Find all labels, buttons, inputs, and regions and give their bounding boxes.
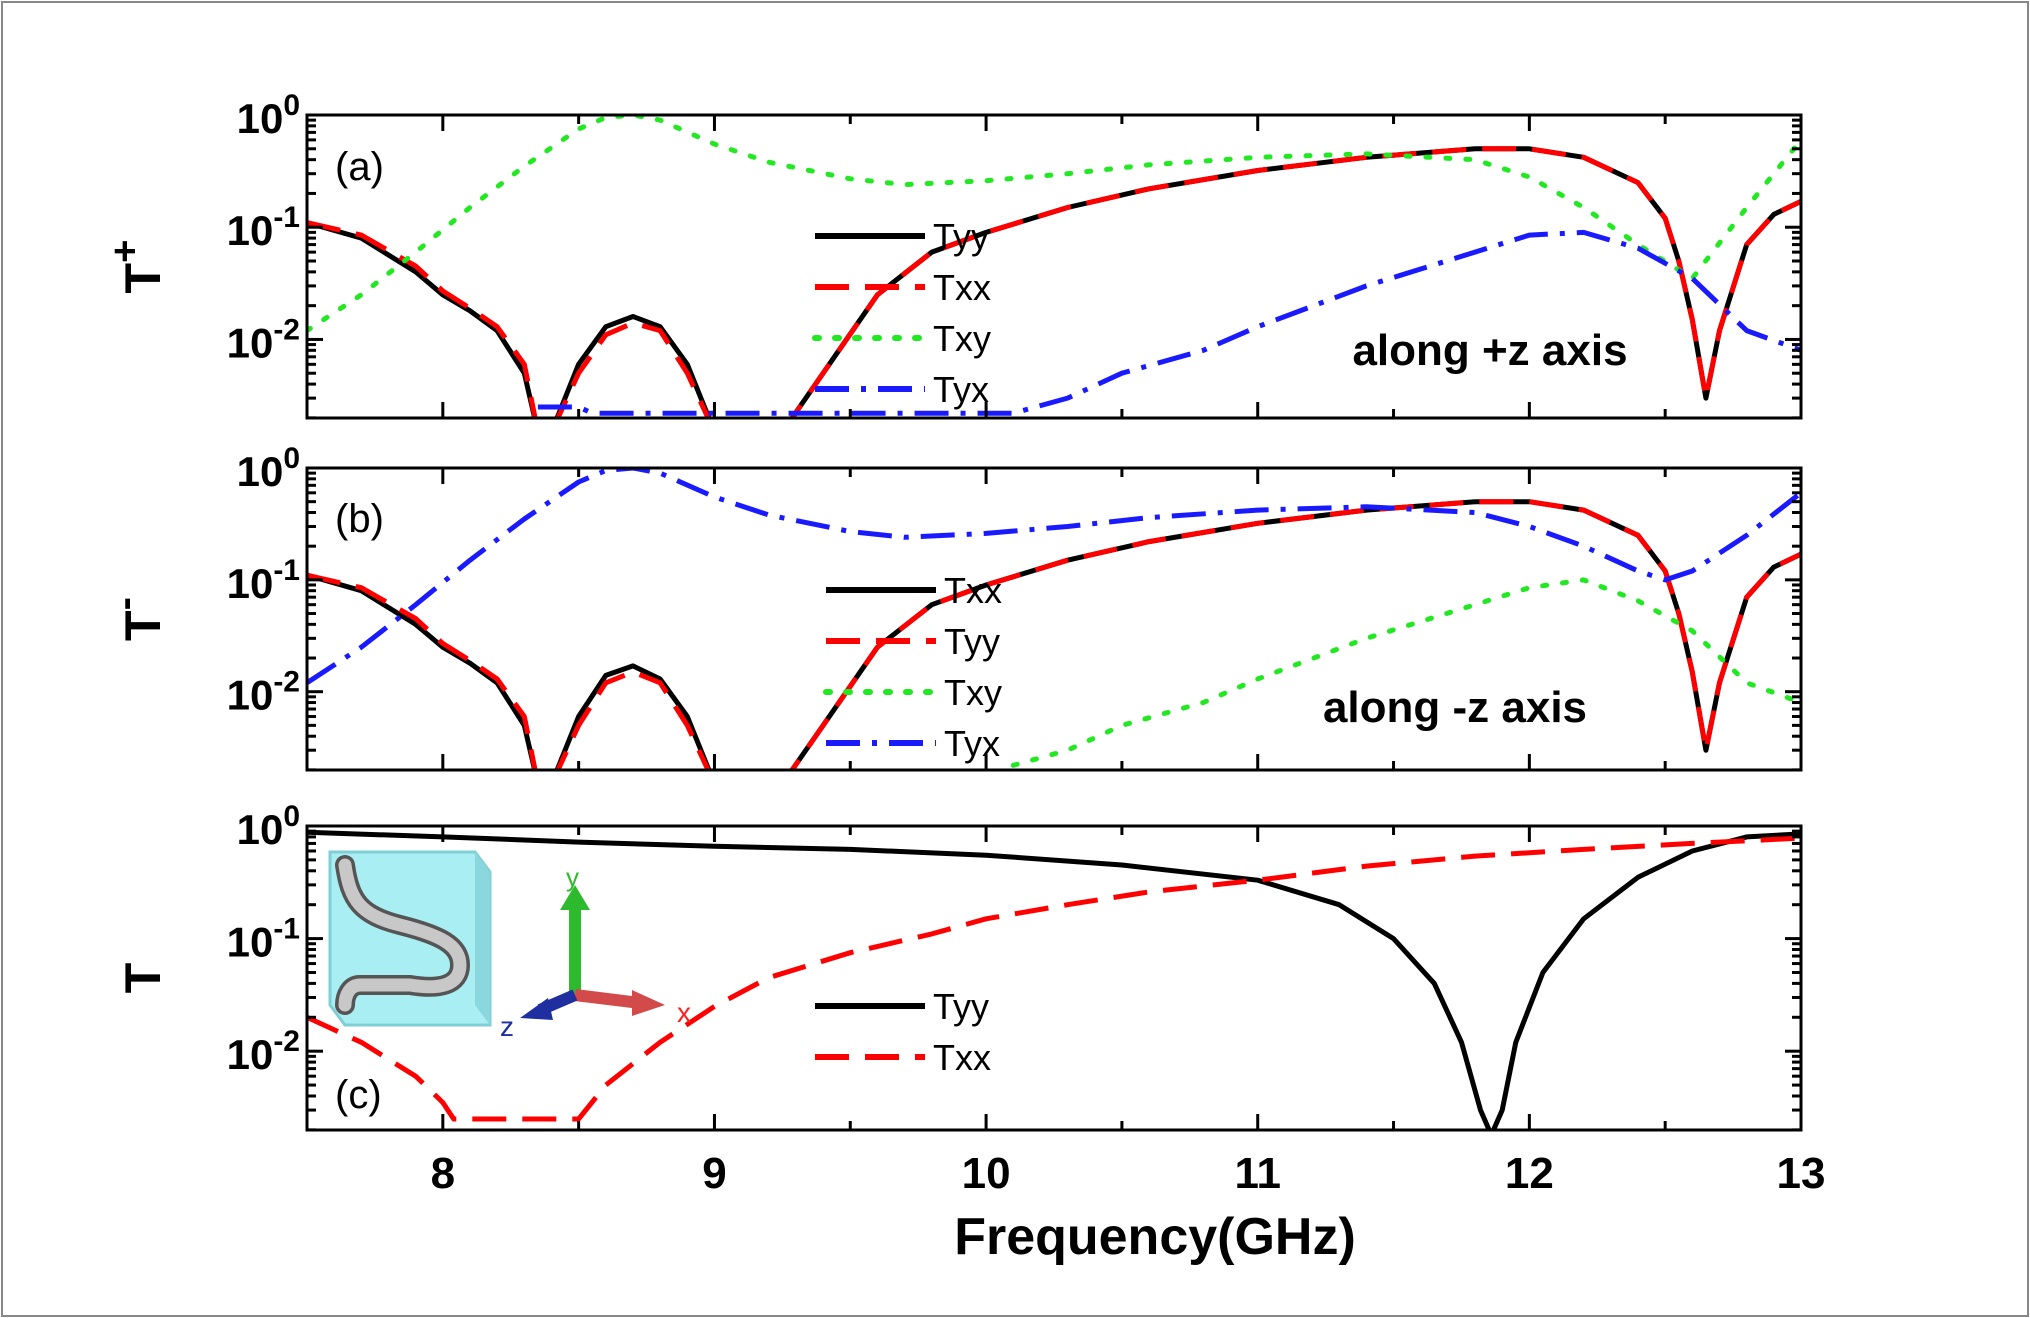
legend-label: Txx bbox=[944, 570, 1002, 611]
y-tick-label: 10-1 bbox=[227, 554, 300, 607]
y-axis-letter: y bbox=[566, 862, 579, 892]
x-tick-label: 9 bbox=[702, 1149, 726, 1198]
legend-label: Txx bbox=[933, 1037, 991, 1078]
legend-label: Txy bbox=[944, 672, 1002, 713]
y-tick-label: 10-2 bbox=[227, 313, 300, 366]
axis-annotation: along +z axis bbox=[1352, 326, 1627, 375]
y-tick-label: 100 bbox=[237, 442, 300, 495]
series-line-txx bbox=[307, 835, 1801, 1122]
legend: Tyy Txx bbox=[815, 986, 991, 1078]
x-tick-label: 11 bbox=[1234, 1149, 1281, 1198]
panel-label: (a) bbox=[335, 145, 384, 189]
y-arrow-head bbox=[560, 885, 590, 910]
legend-label: Tyx bbox=[944, 723, 1000, 764]
s-strip bbox=[338, 858, 467, 1012]
x-tick-label: 12 bbox=[1505, 1149, 1554, 1198]
series-line-tyy bbox=[307, 499, 1801, 770]
y-axis-label: T+ bbox=[103, 240, 171, 294]
y-tick-label: 10-1 bbox=[227, 201, 300, 254]
legend: Tyy Txx Txy Tyx bbox=[812, 216, 991, 410]
x-tick-label: 13 bbox=[1777, 1149, 1826, 1198]
y-axis-label: T- bbox=[103, 597, 171, 641]
x-axis-letter: x bbox=[677, 997, 691, 1028]
panel-2: 100 10-1 10-2 T- (b) along -z axis Txx Tyy Txy Ty… bbox=[103, 442, 1803, 772]
legend-label: Tyx bbox=[933, 369, 989, 410]
panel-3: 100 10-1 10-2 T (c) Tyy Txx 8 9 10 11 12 13 y z x bbox=[115, 800, 1825, 1198]
y-tick-label: 10-1 bbox=[227, 913, 300, 966]
panel-label: (b) bbox=[335, 497, 384, 541]
panel-label: (c) bbox=[335, 1073, 382, 1117]
axis-annotation: along -z axis bbox=[1323, 683, 1587, 732]
series-group bbox=[307, 468, 1801, 770]
slab-side bbox=[475, 852, 490, 1025]
y-tick-label: 100 bbox=[237, 89, 300, 142]
x-arrow bbox=[574, 989, 641, 1009]
y-tick-label: 100 bbox=[237, 800, 300, 853]
series-group bbox=[307, 115, 1801, 418]
plot-frame bbox=[305, 113, 1803, 420]
x-axis-title: Frequency(GHz) bbox=[954, 1208, 1356, 1266]
plot-frame bbox=[305, 824, 1803, 1132]
legend-label: Tyy bbox=[933, 986, 989, 1027]
series-line-tyy bbox=[307, 829, 1801, 1130]
y-tick-label: 10-2 bbox=[227, 1025, 300, 1078]
legend-label: Tyy bbox=[933, 216, 989, 257]
series-line-tyx bbox=[537, 229, 1801, 416]
series-line-txy bbox=[1010, 577, 1801, 768]
x-arrow-head bbox=[632, 990, 665, 1016]
series-line-tyx bbox=[307, 468, 1801, 685]
plot-frame bbox=[305, 466, 1803, 772]
x-tick-label: 10 bbox=[962, 1149, 1011, 1198]
legend-label: Tyy bbox=[944, 621, 1000, 662]
legend-label: Txy bbox=[933, 318, 991, 359]
x-tick-label: 8 bbox=[431, 1149, 455, 1198]
series-line-txx bbox=[307, 146, 1801, 418]
structure-inset: y z x bbox=[328, 850, 691, 1042]
z-axis-letter: z bbox=[500, 1011, 514, 1042]
y-axis-label: T bbox=[115, 963, 171, 994]
y-tick-label: 10-2 bbox=[227, 666, 300, 719]
legend-label: Txx bbox=[933, 267, 991, 308]
legend: Txx Tyy Txy Tyx bbox=[823, 570, 1002, 764]
series-group bbox=[307, 829, 1801, 1130]
z-arrow-head bbox=[520, 998, 553, 1020]
